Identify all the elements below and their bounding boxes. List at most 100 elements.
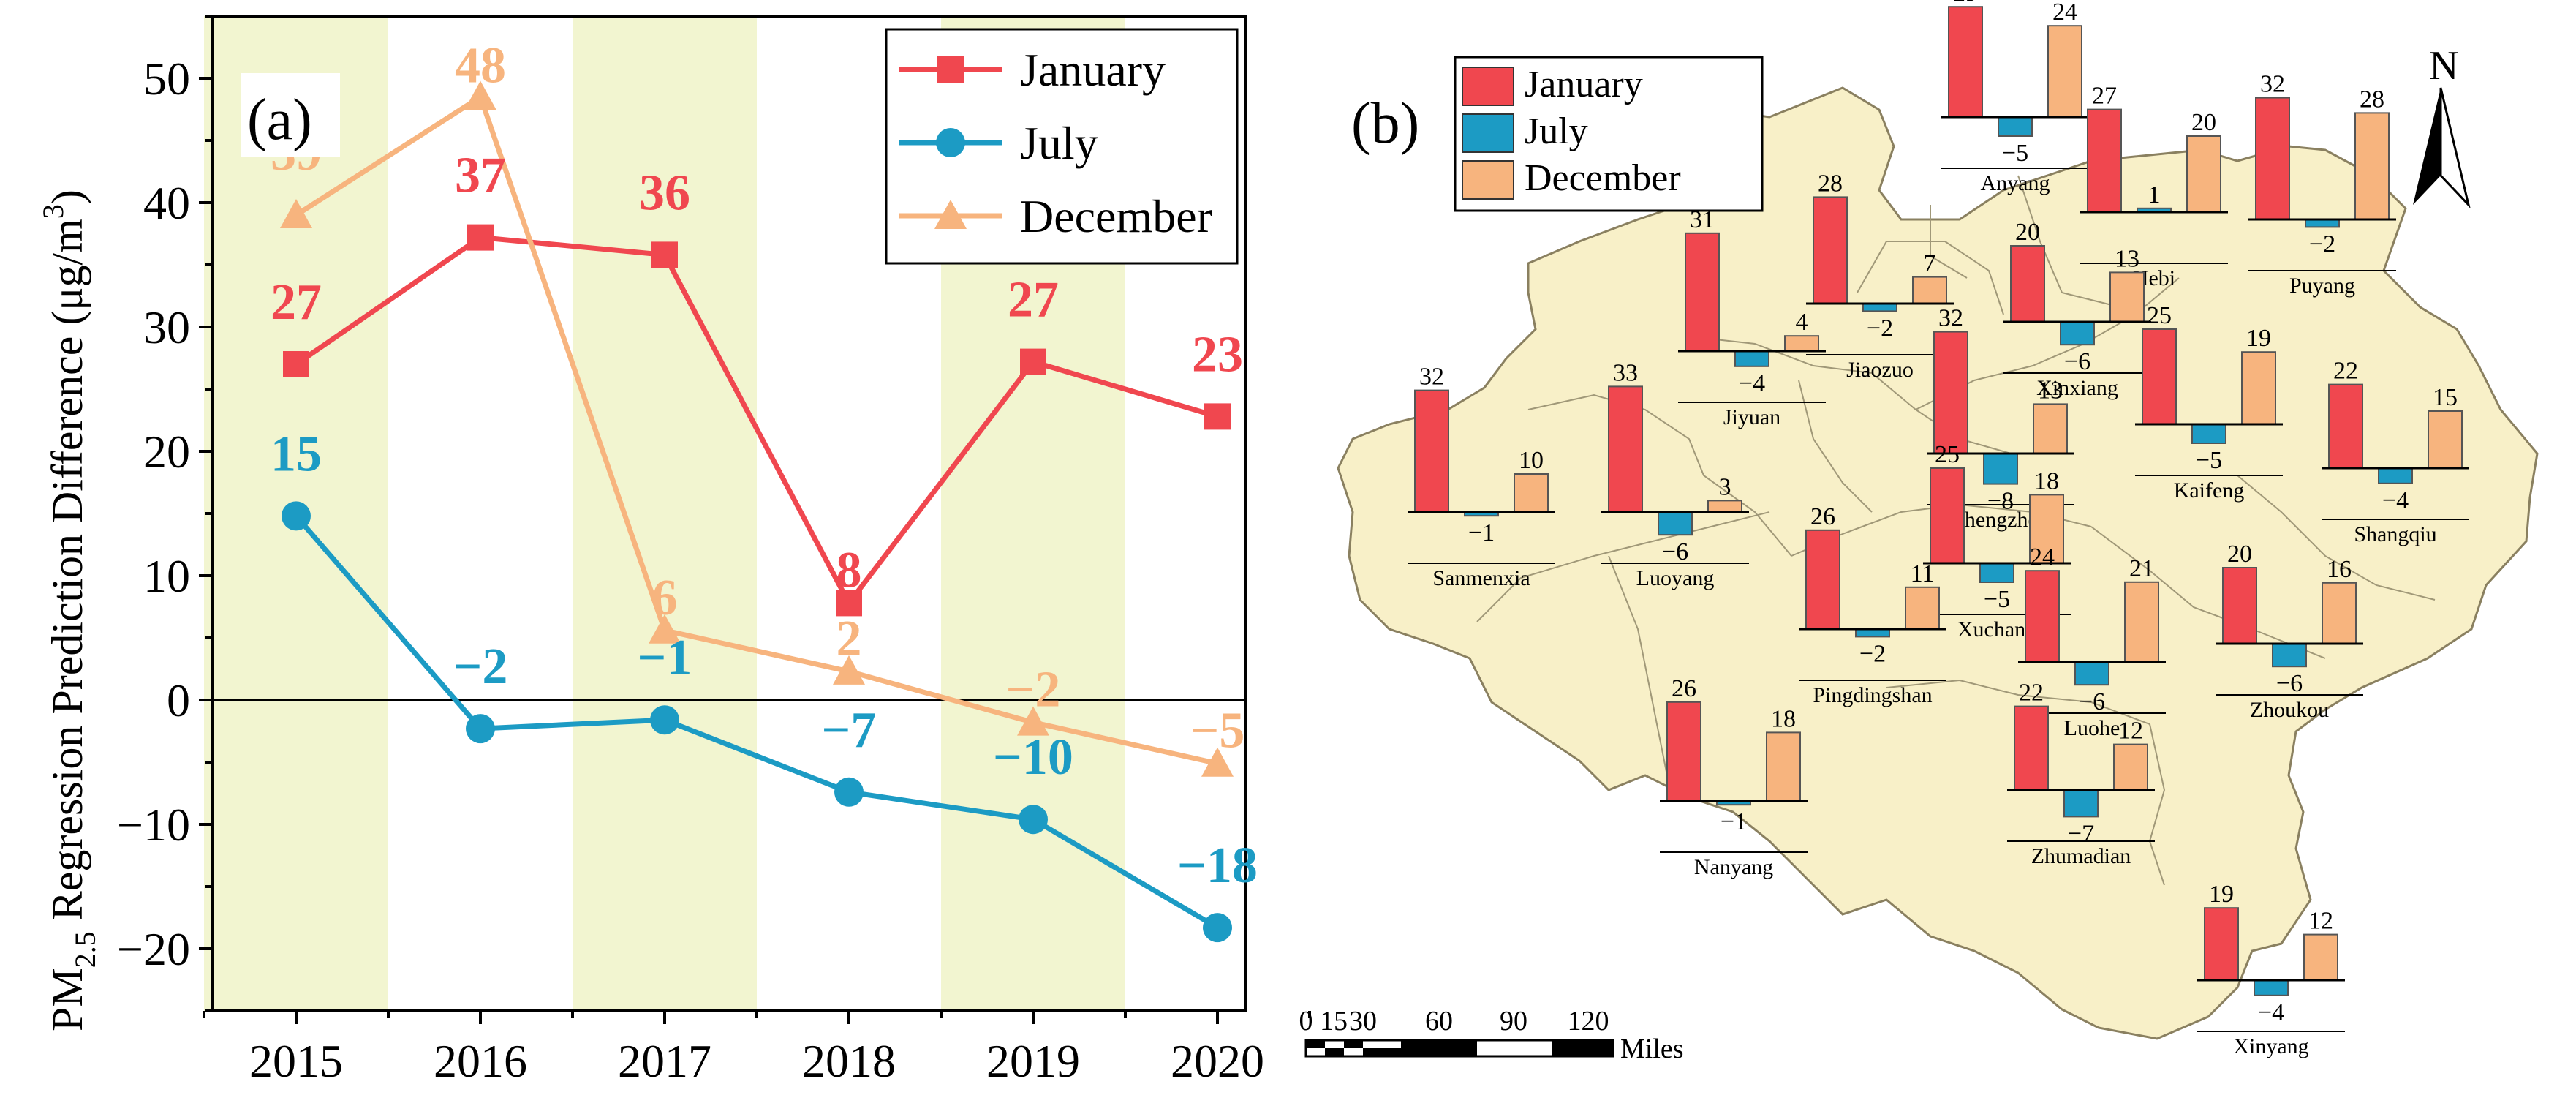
scale-tick-label: 90 (1500, 1006, 1527, 1037)
series-line-january (295, 234, 1218, 608)
y-tick-label: 40 (143, 177, 190, 229)
city-value-july: 1 (2148, 181, 2161, 208)
data-label-july: −18 (1177, 838, 1258, 894)
scale-tick-label: 60 (1425, 1006, 1453, 1037)
data-label-july: −2 (453, 639, 508, 695)
y-axis-ticks: −20 −10 0 10 20 30 40 50 (117, 15, 212, 1012)
city-bar-december (2047, 25, 2082, 118)
city-value-january: 33 (1613, 359, 1638, 386)
city-bar-july (2254, 979, 2289, 996)
data-label-december: −5 (1190, 703, 1245, 759)
marker-december (1201, 747, 1234, 777)
city-value-july: −4 (1739, 370, 1765, 397)
north-arrow-left (2413, 88, 2441, 205)
city-bar-january (2014, 705, 2049, 791)
city-chart-shangqiu: 22 −4 15 Shangqiu (2322, 358, 2469, 546)
city-value-january: 31 (1690, 206, 1715, 233)
y-tick-label: 20 (143, 426, 190, 478)
city-name: Xuchang (1957, 617, 2036, 642)
city-chart-zhoukou: 20 −6 16 Zhoukou (2216, 541, 2363, 722)
city-bar-july (2305, 219, 2340, 228)
x-tick-label: 2018 (802, 1035, 896, 1087)
city-bar-july (1998, 116, 2033, 137)
city-value-january: 20 (2015, 219, 2040, 246)
data-label-july: −1 (638, 630, 692, 686)
y-tick-label: 30 (143, 301, 190, 353)
north-label: N (2429, 43, 2458, 89)
city-bar-july (1862, 303, 1897, 312)
scale-tick-label: 30 (1349, 1006, 1377, 1037)
city-chart-puyang: 32 −2 28 Puyang (2248, 71, 2396, 298)
city-value-july: −1 (1721, 808, 1747, 835)
city-bar-january (2255, 97, 2290, 220)
city-value-july: −5 (2002, 140, 2028, 167)
x-tick-label: 2016 (434, 1035, 527, 1087)
city-value-december: 12 (2308, 908, 2333, 935)
city-name: Shangqiu (2354, 522, 2436, 546)
city-bar-december (1784, 335, 1819, 353)
city-name: Zhoukou (2250, 698, 2329, 722)
x-tick-label: 2015 (249, 1035, 343, 1087)
city-bar-july (2272, 643, 2307, 668)
data-label-january: 27 (271, 274, 322, 331)
city-value-january: 32 (1938, 305, 1963, 332)
legend-swatch-january (1462, 67, 1514, 106)
city-bar-july (1658, 511, 1693, 536)
city-bar-january (1948, 6, 1983, 118)
city-name: Sanmenxia (1432, 566, 1530, 590)
city-bar-july (1983, 453, 2018, 485)
city-value-july: −5 (1984, 586, 2010, 613)
marker-july (834, 777, 864, 807)
city-value-december: 21 (2129, 555, 2154, 582)
city-bar-december (1707, 500, 1742, 514)
scale-unit: Miles (1620, 1034, 1684, 1064)
city-bar-january (1608, 385, 1643, 514)
x-tick-label: 2019 (986, 1035, 1080, 1087)
city-chart-nanyang: 26 −1 18 Nanyang (1660, 675, 1808, 879)
marker-july (282, 501, 311, 531)
city-value-december: 18 (1771, 705, 1796, 732)
marker-december (280, 199, 312, 228)
city-bar-january (2142, 328, 2177, 425)
city-value-july: −7 (2068, 820, 2094, 847)
data-label-january: 8 (836, 542, 862, 598)
city-chart-luoyang: 33 −6 3 Luoyang (1601, 359, 1749, 590)
x-tick-label: 2017 (618, 1035, 711, 1087)
data-label-december: 2 (836, 611, 862, 667)
legend-b: January July December (1454, 56, 1764, 212)
city-value-january: 26 (1672, 675, 1696, 702)
city-value-january: 25 (1935, 441, 1960, 468)
city-bar-december (2241, 351, 2276, 426)
y-tick-label: −20 (117, 923, 190, 975)
city-chart-jiyuan: 31 −4 4 Jiyuan (1678, 206, 1826, 429)
city-value-december: 28 (2360, 86, 2384, 113)
city-value-july: −4 (2258, 999, 2284, 1026)
city-bar-january (1414, 389, 1449, 513)
north-arrow-right (2439, 87, 2471, 209)
marker-july (466, 714, 495, 744)
x-axis-ticks: 2015 2016 2017 2018 2019 2020 (203, 1011, 1311, 1087)
city-bar-december (2033, 403, 2068, 455)
legend-marker (934, 200, 967, 229)
city-value-july: −1 (1468, 519, 1495, 546)
city-value-december: 13 (2038, 377, 2063, 404)
city-name: Anyang (1981, 171, 2050, 195)
marker-january (283, 351, 309, 377)
marker-january (836, 590, 862, 617)
marker-january (1204, 403, 1231, 430)
city-value-december: 12 (2118, 718, 2143, 745)
city-bar-july (1734, 350, 1769, 367)
city-name: Zhumadian (2031, 844, 2131, 868)
city-value-january: 19 (2209, 881, 2234, 908)
city-value-january: 32 (1419, 364, 1444, 391)
city-name: Jiaozuo (1846, 358, 1914, 382)
city-bar-july (2060, 321, 2095, 346)
city-value-january: 24 (2030, 543, 2055, 571)
data-label-july: −7 (822, 702, 877, 759)
band-2017 (573, 16, 757, 1011)
legend-label-july: July (1020, 117, 1098, 169)
city-name: Xinyang (2233, 1034, 2308, 1058)
city-bar-december (2303, 933, 2338, 981)
data-label-december: −2 (1006, 662, 1061, 718)
